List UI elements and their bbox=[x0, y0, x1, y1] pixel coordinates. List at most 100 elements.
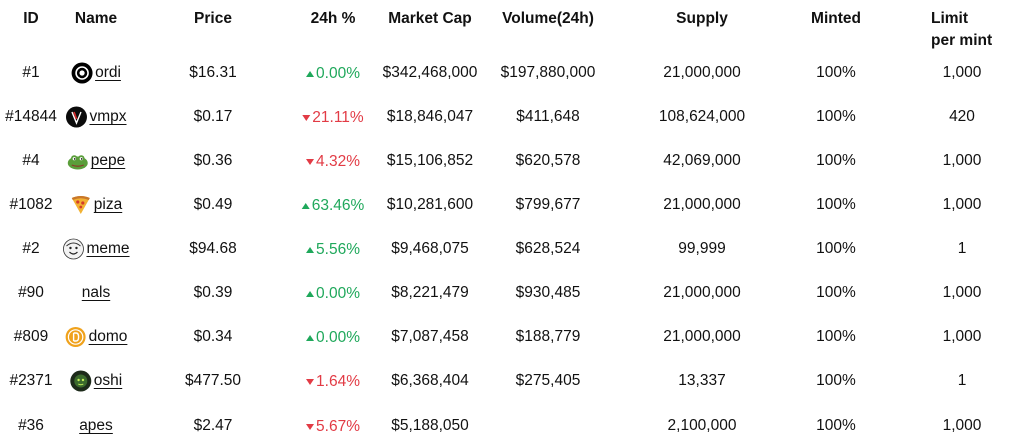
market-cap: $18,846,047 bbox=[386, 108, 474, 125]
token-id: #36 bbox=[18, 417, 44, 434]
change-24h-cell: 1.64% bbox=[306, 365, 360, 397]
token-price: $16.31 bbox=[189, 64, 237, 81]
token-name-cell: oshi bbox=[70, 365, 122, 397]
supply: 2,100,000 bbox=[667, 417, 737, 434]
token-name-link[interactable]: ordi bbox=[95, 64, 121, 81]
header-limit-per-mint[interactable]: Limit per mint bbox=[931, 10, 993, 49]
token-price: $477.50 bbox=[184, 372, 242, 389]
minted-percent: 100% bbox=[816, 240, 856, 257]
triangle-down-icon bbox=[306, 159, 315, 165]
token-id: #2 bbox=[22, 240, 40, 257]
table-row[interactable]: #4 pepe $0.36 4.32% $15,106,852 $620,578 42,06… bbox=[0, 145, 1024, 177]
token-id: #90 bbox=[18, 284, 44, 301]
change-24h: 5.67% bbox=[306, 411, 360, 443]
market-cap: $342,468,000 bbox=[382, 64, 478, 81]
limit-per-mint: 1,000 bbox=[942, 328, 982, 345]
change-24h-cell: 63.46% bbox=[301, 189, 364, 222]
market-cap: $8,221,479 bbox=[391, 284, 469, 301]
token-price: $2.47 bbox=[193, 417, 233, 434]
supply: 21,000,000 bbox=[663, 64, 741, 81]
minted-percent: 100% bbox=[816, 417, 856, 434]
token-price: $0.17 bbox=[193, 108, 233, 125]
table-row[interactable]: #14844 vmpx $0.17 21.11% $18,846,047 $411,648… bbox=[0, 101, 1024, 133]
supply: 99,999 bbox=[678, 240, 726, 257]
change-24h-value: 0.00% bbox=[316, 285, 360, 302]
table-row[interactable]: #90 nals $0.39 0.00% $8,221,479 $930,485 21,00… bbox=[0, 277, 1024, 309]
header-supply[interactable]: Supply bbox=[676, 10, 728, 27]
limit-per-mint: 1,000 bbox=[942, 64, 982, 81]
change-24h-cell: 4.32% bbox=[306, 145, 360, 177]
pepe-frog-icon bbox=[67, 150, 89, 172]
volume-24h: $628,524 bbox=[515, 240, 581, 257]
header-24h-change[interactable]: 24h % bbox=[310, 10, 356, 27]
token-name-wrapper: meme bbox=[62, 233, 130, 265]
volume-24h: $275,405 bbox=[515, 372, 581, 389]
token-id: #1 bbox=[22, 64, 40, 81]
supply: 21,000,000 bbox=[663, 196, 741, 213]
header-name[interactable]: Name bbox=[74, 10, 118, 27]
token-name-link[interactable]: vmpx bbox=[89, 108, 127, 125]
table-row[interactable]: #1082 piza $0.49 63.46% $10,281,600 $799,677 2… bbox=[0, 189, 1024, 221]
token-name-link[interactable]: nals bbox=[81, 284, 111, 301]
triangle-up-icon bbox=[301, 203, 310, 209]
table-row[interactable]: #36 apes $2.47 5.67% $5,188,050 2,100,000 100%… bbox=[0, 410, 1024, 442]
table-row[interactable]: #809 domo $0.34 0.00% $7,087,458 $188,779 21,0… bbox=[0, 321, 1024, 353]
change-24h-cell: 5.56% bbox=[306, 233, 360, 265]
change-24h: 63.46% bbox=[301, 190, 364, 222]
token-name-cell: pepe bbox=[67, 145, 125, 177]
token-price: $94.68 bbox=[189, 240, 237, 257]
change-24h-value: 5.67% bbox=[316, 418, 360, 435]
supply: 42,069,000 bbox=[663, 152, 741, 169]
triangle-down-icon bbox=[302, 115, 311, 121]
change-24h: 0.00% bbox=[306, 322, 360, 354]
token-price: $0.39 bbox=[193, 284, 233, 301]
change-24h: 0.00% bbox=[306, 58, 360, 90]
token-name-wrapper: oshi bbox=[70, 365, 122, 397]
header-minted[interactable]: Minted bbox=[811, 10, 861, 27]
token-name-wrapper: vmpx bbox=[65, 101, 127, 133]
token-name-link[interactable]: piza bbox=[93, 196, 123, 213]
ordi-logo-icon bbox=[71, 62, 93, 84]
minted-percent: 100% bbox=[816, 108, 856, 125]
token-name-wrapper: piza bbox=[70, 189, 122, 221]
volume-24h: $799,677 bbox=[515, 196, 581, 213]
header-market-cap[interactable]: Market Cap bbox=[388, 10, 472, 27]
token-name-link[interactable]: oshi bbox=[93, 372, 123, 389]
supply: 21,000,000 bbox=[663, 284, 741, 301]
token-name-link[interactable]: domo bbox=[88, 328, 128, 345]
token-name-wrapper: ordi bbox=[71, 57, 121, 89]
market-cap: $6,368,404 bbox=[391, 372, 469, 389]
limit-per-mint: 1 bbox=[957, 240, 967, 257]
token-name-link[interactable]: meme bbox=[86, 240, 130, 257]
meme-face-icon bbox=[62, 238, 84, 260]
token-name-cell: nals bbox=[82, 277, 110, 309]
limit-per-mint: 1,000 bbox=[942, 152, 982, 169]
limit-per-mint: 1,000 bbox=[942, 196, 982, 213]
table-row[interactable]: #1 ordi $16.31 0.00% $342,468,000 $197,880,00… bbox=[0, 57, 1024, 89]
change-24h: 5.56% bbox=[306, 234, 360, 266]
change-24h-cell: 0.00% bbox=[306, 57, 360, 89]
header-volume[interactable]: Volume(24h) bbox=[502, 10, 594, 27]
table-row[interactable]: #2371 oshi $477.50 1.64% $6,368,404 $275,405 1… bbox=[0, 365, 1024, 397]
header-id[interactable]: ID bbox=[23, 10, 39, 27]
market-cap: $15,106,852 bbox=[386, 152, 474, 169]
change-24h-cell: 0.00% bbox=[306, 321, 360, 353]
triangle-up-icon bbox=[306, 291, 315, 297]
vmpx-logo-icon bbox=[65, 106, 87, 128]
volume-24h: $620,578 bbox=[515, 152, 581, 169]
token-name-link[interactable]: pepe bbox=[90, 152, 126, 169]
token-id: #2371 bbox=[9, 372, 53, 389]
change-24h-value: 0.00% bbox=[316, 65, 360, 82]
limit-per-mint: 420 bbox=[949, 108, 975, 125]
volume-24h: $930,485 bbox=[515, 284, 581, 301]
token-id: #1082 bbox=[9, 196, 53, 213]
supply: 21,000,000 bbox=[663, 328, 741, 345]
token-name-cell: apes bbox=[79, 410, 113, 442]
change-24h: 0.00% bbox=[306, 278, 360, 310]
header-price[interactable]: Price bbox=[194, 10, 232, 27]
change-24h-value: 5.56% bbox=[316, 241, 360, 258]
table-row[interactable]: #2 meme $94.68 5.56% $9,468,075 $628,524 99,99… bbox=[0, 233, 1024, 265]
token-name-link[interactable]: apes bbox=[79, 417, 113, 434]
token-price: $0.34 bbox=[193, 328, 233, 345]
